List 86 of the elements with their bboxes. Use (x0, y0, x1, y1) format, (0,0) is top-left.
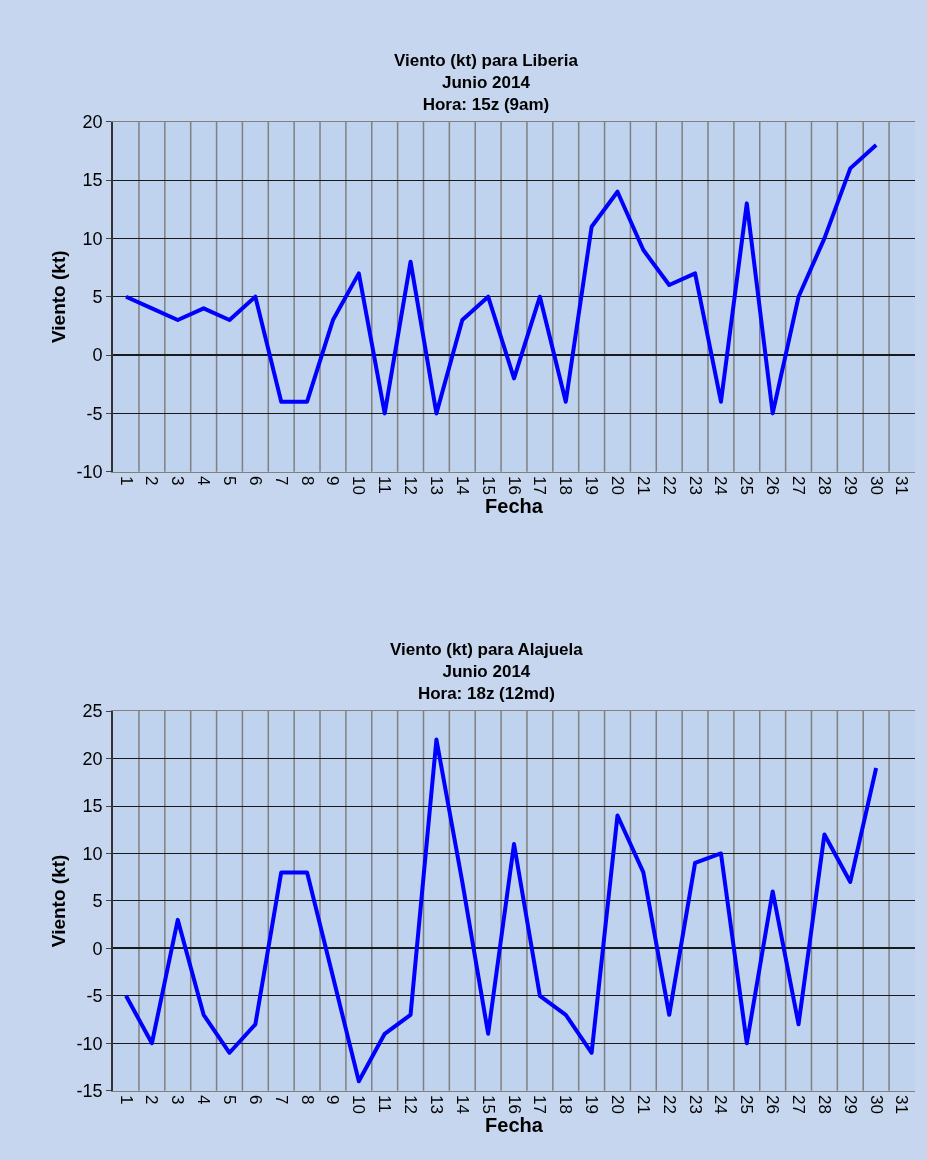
y-tick-label: -5 (86, 403, 103, 424)
x-tick-label: 24 (711, 476, 731, 496)
x-tick-label: 9 (323, 1095, 343, 1105)
x-tick-label: 26 (763, 476, 783, 496)
x-tick-label: 11 (375, 476, 395, 494)
x-tick-label: 26 (763, 1095, 783, 1115)
y-tick-label: 0 (92, 345, 103, 366)
x-tick-label: 11 (375, 1095, 395, 1113)
x-tick-label: 15 (478, 476, 498, 496)
x-tick-label: 10 (349, 476, 369, 496)
x-tick-label: 1 (116, 1095, 136, 1105)
x-tick-label: 17 (530, 476, 550, 496)
y-tick-label: 0 (92, 938, 103, 959)
x-tick-label: 13 (426, 1095, 446, 1115)
x-tick-label: 14 (452, 1095, 472, 1115)
line-series (124, 143, 879, 416)
x-tick-label: 30 (866, 476, 886, 496)
x-tick-label: 4 (194, 1095, 214, 1105)
x-tick-label: 24 (711, 1095, 731, 1115)
x-tick-label: 2 (142, 476, 162, 486)
line-series (124, 737, 879, 1084)
x-tick-label: 27 (789, 476, 809, 496)
x-tick-label: 14 (452, 476, 472, 496)
y-tick-label: 5 (92, 891, 103, 912)
y-tick-label: 20 (82, 112, 103, 133)
x-tick-label: 7 (271, 1095, 291, 1105)
x-tick-label: 8 (297, 1095, 317, 1105)
x-tick-label: 21 (633, 476, 653, 496)
y-tick-label: 5 (92, 287, 103, 308)
x-tick-label: 20 (607, 1095, 627, 1115)
x-tick-label: 16 (504, 1095, 524, 1115)
x-axis-title: Fecha (485, 495, 544, 518)
x-tick-label: 17 (530, 1095, 550, 1115)
x-tick-label: 3 (168, 476, 188, 486)
chart-title: Viento (kt) para Alajuela Junio 2014 Hora: 18z (12md) (390, 640, 584, 704)
y-tick-label: 20 (82, 748, 103, 769)
y-tick-label: -5 (86, 986, 103, 1007)
chart-title: Viento (kt) para Liberia Junio 2014 Hora: 15z (9am) (394, 51, 579, 115)
x-tick-label: 31 (892, 476, 912, 496)
x-tick-label: 12 (401, 1095, 421, 1115)
x-tick-label: 25 (737, 1095, 757, 1115)
y-tick-label: 25 (82, 701, 103, 722)
x-tick-label: 25 (737, 476, 757, 496)
x-tick-label: 5 (219, 476, 239, 486)
x-tick-label: 6 (245, 1095, 265, 1105)
y-tick-label: -15 (76, 1081, 103, 1102)
x-tick-label: 29 (840, 1095, 860, 1115)
y-tick-label: 15 (82, 170, 103, 191)
x-tick-label: 21 (633, 1095, 653, 1115)
x-tick-label: 28 (814, 1095, 834, 1115)
x-axis-title: Fecha (485, 1114, 544, 1137)
x-tick-label: 4 (194, 476, 214, 486)
x-tick-label: 3 (168, 1095, 188, 1105)
x-tick-label: 6 (245, 476, 265, 486)
y-tick-label: 10 (82, 228, 103, 249)
x-tick-label: 18 (556, 1095, 576, 1115)
x-tick-label: 18 (556, 476, 576, 496)
x-tick-label: 10 (349, 1095, 369, 1115)
y-axis-title: Viento (kt) (47, 854, 69, 948)
x-tick-label: 13 (426, 476, 446, 496)
x-tick-label: 22 (659, 1095, 679, 1115)
y-tick-label: -10 (76, 1033, 103, 1054)
y-tick-label: -10 (76, 462, 103, 482)
x-tick-label: 30 (866, 1095, 886, 1115)
x-tick-label: 19 (582, 476, 602, 496)
x-tick-label: 23 (685, 476, 705, 496)
y-tick-label: 15 (82, 796, 103, 817)
x-tick-label: 5 (219, 1095, 239, 1105)
x-tick-label: 19 (582, 1095, 602, 1115)
x-tick-label: 29 (840, 476, 860, 496)
x-tick-label: 28 (814, 476, 834, 496)
y-axis-title: Viento (kt) (47, 250, 69, 343)
x-tick-label: 31 (892, 1095, 912, 1115)
x-tick-label: 16 (504, 476, 524, 496)
x-tick-label: 23 (685, 1095, 705, 1115)
x-tick-label: 15 (478, 1095, 498, 1115)
x-tick-label: 9 (323, 476, 343, 486)
x-tick-label: 12 (401, 476, 421, 496)
x-tick-label: 22 (659, 476, 679, 496)
x-tick-label: 7 (271, 476, 291, 486)
x-tick-label: 1 (116, 476, 136, 486)
x-tick-label: 2 (142, 1095, 162, 1105)
x-tick-label: 20 (607, 476, 627, 496)
x-tick-label: 8 (297, 476, 317, 486)
x-tick-label: 27 (789, 1095, 809, 1115)
y-tick-label: 10 (82, 843, 103, 864)
